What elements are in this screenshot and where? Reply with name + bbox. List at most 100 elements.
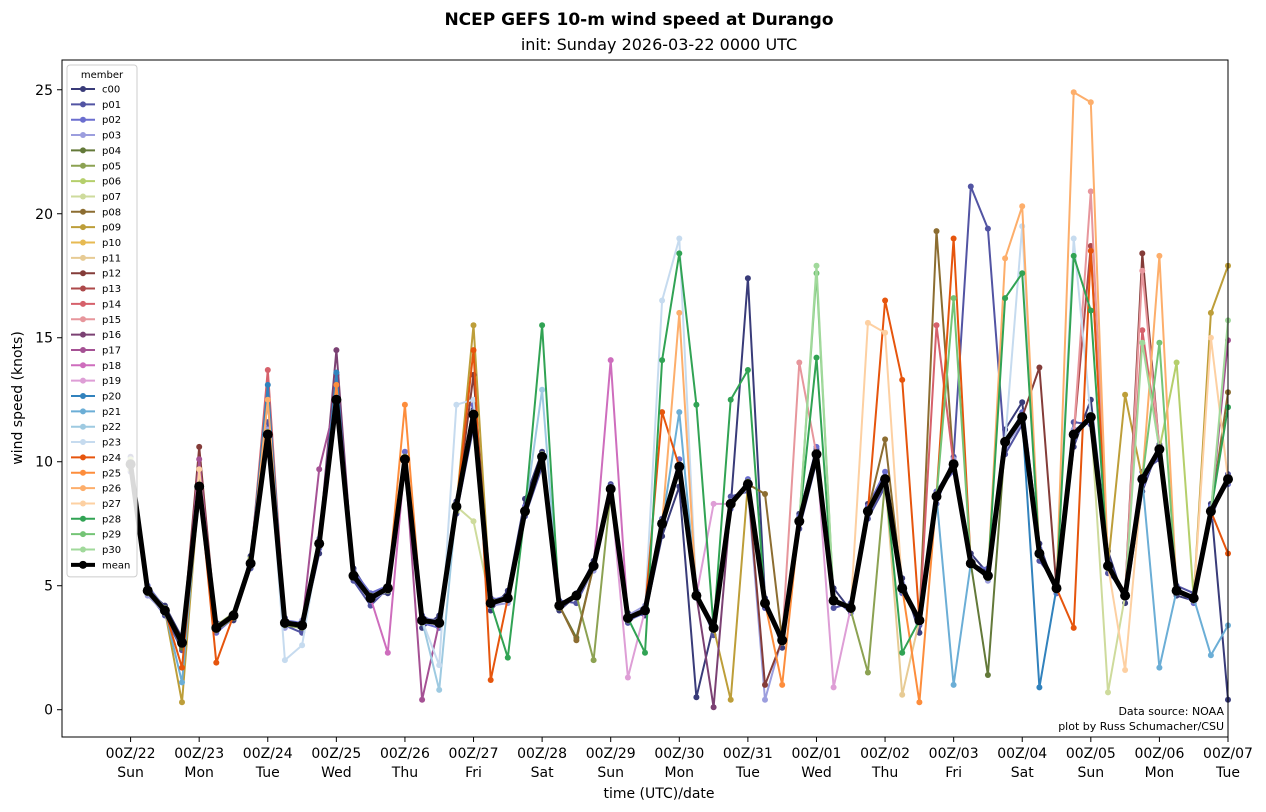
legend-swatch-marker [80, 208, 86, 215]
x-tick-label-time: 00Z/28 [517, 746, 567, 762]
point-p19 [830, 684, 837, 691]
legend-label: p02 [102, 115, 121, 126]
point-p20 [333, 369, 340, 376]
legend-swatch-marker [80, 362, 86, 369]
legend-item: p12 [71, 269, 121, 280]
point-p09 [470, 322, 477, 329]
point-p16 [710, 704, 717, 711]
y-tick-label: 15 [35, 331, 53, 347]
legend-item: p19 [71, 376, 121, 387]
chart-subtitle: init: Sunday 2026-03-22 0000 UTC [521, 35, 797, 54]
point-p28 [693, 401, 700, 408]
point-p24 [1087, 247, 1094, 254]
legend-swatch-marker [80, 101, 86, 108]
point-mean [862, 506, 873, 517]
point-p28 [744, 367, 751, 373]
legend-swatch-marker [80, 178, 86, 185]
point-p04 [984, 672, 991, 678]
point-mean [1154, 444, 1165, 455]
legend-label: p16 [102, 330, 121, 341]
legend-item: p24 [71, 453, 121, 464]
legend-title: member [81, 70, 124, 81]
point-p19 [624, 674, 631, 681]
legend-label: p22 [102, 422, 121, 433]
point-p09 [727, 696, 734, 703]
point-p05 [864, 669, 871, 676]
point-p03 [762, 696, 768, 703]
y-tick-label: 5 [44, 579, 53, 595]
point-p28 [1002, 295, 1009, 302]
plot-frame [61, 59, 1229, 738]
x-tick-label-day: Tue [1215, 765, 1240, 781]
series-p19 [127, 396, 1231, 691]
point-mean [1137, 474, 1148, 485]
point-p07 [1105, 689, 1111, 696]
point-p23 [1070, 235, 1077, 242]
legend-item: p08 [71, 207, 121, 218]
point-mean [537, 451, 548, 462]
point-c00 [1019, 399, 1026, 406]
x-axis: 00Z/22 Sun 00Z/23 Mon 00Z/24 Tue 00Z/25 Wed 00Z/… [106, 737, 1253, 781]
point-mean [399, 454, 410, 465]
point-p01 [984, 225, 991, 232]
legend-swatch-marker [80, 285, 86, 292]
legend-label: p01 [102, 100, 121, 111]
legend-label: p09 [102, 223, 121, 234]
point-mean [297, 620, 308, 631]
x-tick-label-day: Sun [117, 765, 144, 781]
point-p06 [1173, 359, 1180, 366]
point-mean [794, 516, 805, 527]
legend-label: p25 [102, 468, 121, 479]
point-p15 [796, 359, 803, 366]
legend-label: p14 [102, 299, 121, 310]
legend-swatch-marker [80, 377, 86, 384]
legend-item: p01 [71, 100, 121, 111]
chart-title: NCEP GEFS 10-m wind speed at Durango [444, 10, 833, 30]
point-mean [434, 617, 445, 628]
point-p18 [607, 357, 614, 364]
x-tick-label-time: 00Z/23 [174, 746, 224, 762]
point-p08 [882, 436, 889, 443]
series-p04 [127, 394, 1231, 678]
point-p25 [779, 681, 786, 688]
x-tick-label-day: Thu [391, 765, 418, 781]
legend-swatch-marker [80, 393, 86, 399]
point-mean [1034, 548, 1045, 559]
legend-label: p30 [102, 545, 121, 556]
point-p09 [179, 699, 185, 706]
point-p28 [727, 396, 734, 403]
x-tick-label-day: Sat [531, 765, 554, 781]
point-mean [228, 610, 239, 621]
point-p26 [1019, 203, 1026, 210]
legend-item: p06 [71, 177, 121, 188]
x-tick-label-day: Fri [945, 765, 962, 781]
legend-swatch-marker [80, 454, 86, 461]
point-p01 [830, 605, 837, 611]
point-p25 [916, 699, 923, 706]
x-tick-label-day: Thu [871, 765, 898, 781]
point-p26 [1087, 99, 1094, 106]
point-mean [914, 615, 925, 626]
x-tick-label-time: 00Z/04 [997, 746, 1047, 762]
point-mean [845, 603, 856, 613]
legend-item: p02 [71, 115, 121, 126]
x-axis-label: time (UTC)/date [603, 786, 714, 802]
legend-label: p08 [102, 207, 121, 218]
point-p30 [813, 262, 820, 269]
point-mean [314, 538, 325, 549]
point-mean [245, 558, 256, 569]
point-p29 [950, 295, 957, 302]
x-tick-label-time: 00Z/06 [1134, 746, 1184, 762]
point-mean [725, 498, 736, 509]
legend-label: p26 [102, 484, 121, 495]
legend-swatch-marker [80, 300, 86, 307]
point-p08 [573, 637, 580, 644]
data-source-note: Data source: NOAA [1118, 705, 1224, 718]
x-tick-label-time: 00Z/27 [449, 746, 499, 762]
legend-swatch-marker [80, 485, 86, 492]
point-p26 [1156, 252, 1163, 259]
point-mean [365, 593, 376, 604]
point-mean [657, 518, 668, 529]
point-p24 [882, 297, 889, 304]
